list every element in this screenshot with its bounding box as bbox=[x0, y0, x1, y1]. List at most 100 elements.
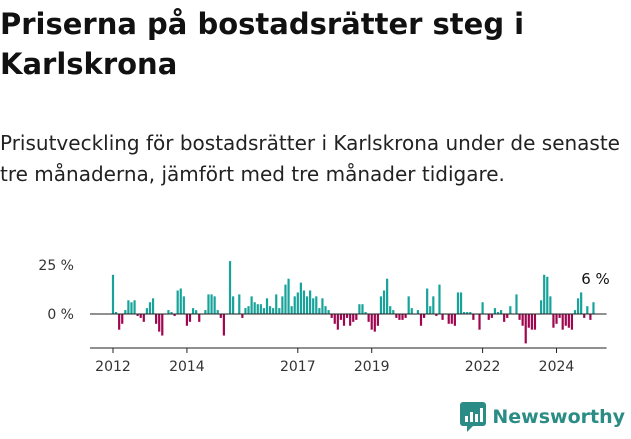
bar bbox=[373, 314, 376, 332]
x-tick-label: 2019 bbox=[354, 359, 390, 375]
bar bbox=[515, 294, 518, 314]
bar bbox=[540, 300, 543, 314]
bar bbox=[426, 288, 429, 314]
bar bbox=[580, 292, 583, 314]
bar bbox=[179, 288, 182, 314]
bar bbox=[111, 274, 115, 314]
bar bbox=[176, 290, 179, 314]
bar bbox=[118, 314, 121, 330]
bar bbox=[253, 302, 256, 314]
bar bbox=[275, 294, 278, 314]
bar bbox=[481, 302, 484, 314]
bar bbox=[447, 314, 450, 324]
bar bbox=[290, 306, 293, 314]
bar bbox=[478, 314, 481, 330]
bar bbox=[342, 314, 346, 326]
bar bbox=[250, 296, 253, 314]
bar bbox=[336, 314, 339, 330]
bar bbox=[352, 314, 355, 322]
bar bbox=[463, 312, 466, 314]
bar bbox=[151, 298, 155, 314]
bar bbox=[466, 312, 469, 314]
bar bbox=[133, 300, 136, 314]
bar bbox=[238, 294, 241, 314]
bar bbox=[287, 278, 290, 314]
bar bbox=[370, 314, 373, 330]
bar bbox=[379, 296, 383, 314]
bar bbox=[361, 304, 364, 314]
bar bbox=[429, 306, 432, 314]
x-tick-label: 2022 bbox=[465, 359, 501, 375]
bar bbox=[127, 300, 130, 314]
bar bbox=[170, 312, 173, 314]
bar bbox=[546, 276, 549, 314]
bar bbox=[182, 296, 185, 314]
bar bbox=[469, 312, 472, 314]
bar bbox=[438, 284, 441, 314]
bar bbox=[262, 308, 266, 314]
bar bbox=[191, 308, 195, 314]
bar bbox=[395, 314, 398, 318]
bar bbox=[296, 292, 299, 314]
bar bbox=[376, 314, 379, 326]
bar bbox=[173, 314, 176, 316]
bar bbox=[309, 290, 312, 314]
bar bbox=[589, 314, 592, 320]
x-tick-label: 2024 bbox=[539, 359, 575, 375]
bar bbox=[305, 296, 309, 314]
newsworthy-logo: Newsworthy bbox=[460, 397, 625, 437]
bar bbox=[410, 308, 413, 314]
bar-chart: 25 % 0 % 2012 2014 2017 2019 2022 2024 6 % bbox=[38, 258, 610, 375]
bar bbox=[392, 310, 395, 314]
bar bbox=[161, 314, 164, 336]
last-value-label: 6 % bbox=[581, 270, 610, 288]
x-tick-label: 2012 bbox=[95, 359, 131, 375]
bar bbox=[312, 298, 315, 314]
bar bbox=[493, 308, 497, 314]
bar bbox=[487, 314, 490, 320]
bar bbox=[450, 314, 453, 324]
bar bbox=[136, 314, 139, 316]
bar bbox=[416, 310, 420, 314]
x-tick-label: 2017 bbox=[280, 359, 316, 375]
bar bbox=[204, 310, 207, 314]
bar bbox=[284, 284, 287, 314]
bar bbox=[509, 306, 512, 314]
bar bbox=[419, 314, 423, 326]
bar bbox=[330, 314, 333, 318]
bar bbox=[459, 292, 463, 314]
bar bbox=[576, 298, 580, 314]
bar bbox=[299, 282, 302, 314]
bar bbox=[268, 306, 272, 314]
bar bbox=[555, 314, 558, 324]
y-tick-label: 25 % bbox=[38, 258, 74, 274]
bar bbox=[570, 314, 574, 330]
bar bbox=[121, 314, 124, 324]
bar bbox=[549, 296, 552, 314]
bar bbox=[222, 314, 225, 336]
bar bbox=[382, 290, 386, 314]
bar bbox=[490, 314, 493, 318]
bar bbox=[145, 308, 148, 314]
bar bbox=[265, 298, 269, 314]
bar bbox=[324, 306, 327, 314]
y-tick-label: 0 % bbox=[47, 307, 74, 323]
bar bbox=[552, 314, 555, 328]
bar bbox=[259, 304, 262, 314]
bar bbox=[358, 304, 361, 314]
bar bbox=[499, 310, 503, 314]
bar bbox=[210, 294, 213, 314]
bar bbox=[527, 314, 530, 328]
chart-title: Priserna på bostadsrätter steg i Karlskr… bbox=[0, 7, 525, 81]
bar bbox=[386, 278, 389, 314]
bar bbox=[293, 296, 296, 314]
bar bbox=[496, 312, 500, 314]
bar bbox=[567, 314, 570, 328]
bar bbox=[422, 314, 426, 318]
bar bbox=[398, 314, 401, 320]
bar bbox=[349, 314, 352, 326]
bar bbox=[586, 306, 589, 314]
bar bbox=[219, 314, 222, 318]
bar bbox=[207, 294, 210, 314]
bar bbox=[155, 314, 158, 324]
